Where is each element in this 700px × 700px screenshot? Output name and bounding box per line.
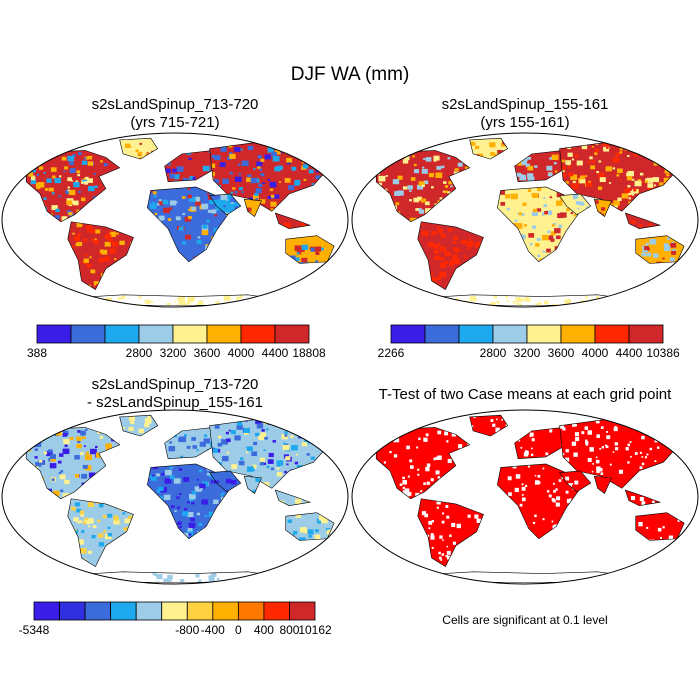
colorbar-tick-label: -400 bbox=[200, 623, 225, 637]
panel-2-title: s2sLandSpinup_155-161 (yrs 155-161) bbox=[380, 96, 670, 132]
panel-4-title: T-Test of two Case means at each grid po… bbox=[350, 386, 700, 404]
colorbar-swatch bbox=[206, 324, 242, 344]
colorbar-panel-1 bbox=[36, 324, 310, 344]
colorbar-swatch bbox=[492, 324, 528, 344]
panel-1-title-line1: s2sLandSpinup_713-720 bbox=[91, 96, 259, 113]
colorbar-tick-label: 388 bbox=[26, 346, 48, 360]
panel-1-title-line2: (yrs 715-721) bbox=[130, 114, 220, 131]
colorbar-tick-label: 400 bbox=[253, 623, 274, 637]
colorbar-tick-label: -5348 bbox=[18, 623, 50, 637]
figure-title: DJF WA (mm) bbox=[290, 64, 410, 85]
colorbar-swatch bbox=[526, 324, 562, 344]
colorbar-swatch bbox=[274, 324, 310, 344]
panel-2-title-line1: s2sLandSpinup_155-161 bbox=[441, 96, 609, 113]
colorbar-swatch bbox=[135, 601, 163, 621]
map-border bbox=[351, 132, 699, 308]
colorbar-tick-label: 2266 bbox=[377, 346, 405, 360]
colorbar-swatch bbox=[59, 601, 86, 621]
colorbar-swatch bbox=[36, 324, 72, 344]
colorbar-swatch bbox=[240, 324, 276, 344]
colorbar-swatch bbox=[110, 601, 137, 621]
map-border bbox=[1, 132, 349, 308]
land-greenland bbox=[119, 415, 158, 437]
colorbar-swatch bbox=[104, 324, 140, 344]
colorbar-swatch bbox=[161, 601, 188, 621]
colorbar-swatch bbox=[424, 324, 460, 344]
colorbar-tick-label: 18808 bbox=[292, 346, 326, 360]
colorbar-tick-label: -800 bbox=[175, 623, 200, 637]
colorbar-swatch bbox=[458, 324, 494, 344]
colorbar-tick-label: 3600 bbox=[547, 346, 575, 360]
colorbar-swatch bbox=[289, 601, 316, 621]
map-panel-4 bbox=[351, 409, 699, 585]
panel-3-title-line1: s2sLandSpinup_713-720 bbox=[91, 376, 259, 393]
colorbar-tick-label: 4000 bbox=[581, 346, 609, 360]
colorbar-tick-label: 0 bbox=[235, 623, 242, 637]
colorbar-tick-label: 3200 bbox=[159, 346, 187, 360]
colorbar-swatch bbox=[628, 324, 664, 344]
map-panel-2 bbox=[351, 132, 699, 308]
map-panel-1 bbox=[1, 132, 349, 308]
colorbar-swatch bbox=[212, 601, 239, 621]
colorbar-swatch bbox=[70, 324, 106, 344]
colorbar-swatch bbox=[594, 324, 630, 344]
colorbar-panel-2 bbox=[390, 324, 664, 344]
colorbar-tick-label: 4000 bbox=[227, 346, 255, 360]
map-panel-3 bbox=[1, 409, 349, 585]
colorbar-tick-label: 3200 bbox=[513, 346, 541, 360]
panel-3-title: s2sLandSpinup_713-720 - s2sLandSpinup_15… bbox=[20, 376, 330, 412]
panel-1-title: s2sLandSpinup_713-720 (yrs 715-721) bbox=[30, 96, 320, 132]
map-border bbox=[1, 409, 349, 585]
panel-3-title-line2: - s2sLandSpinup_155-161 bbox=[87, 394, 263, 411]
colorbar-tick-label: 4400 bbox=[615, 346, 643, 360]
colorbar-swatch bbox=[560, 324, 596, 344]
panel-2-title-line2: (yrs 155-161) bbox=[480, 114, 570, 131]
colorbar-panel-3 bbox=[33, 601, 316, 621]
colorbar-tick-label: 2800 bbox=[125, 346, 153, 360]
colorbar-tick-label: 800 bbox=[279, 623, 300, 637]
land-antarctica bbox=[414, 571, 636, 583]
colorbar-swatch bbox=[237, 601, 265, 621]
colorbar-swatch bbox=[390, 324, 426, 344]
colorbar-swatch bbox=[263, 601, 290, 621]
panel-4-title-line1: T-Test of two Case means at each grid po… bbox=[378, 386, 672, 403]
colorbar-swatch bbox=[172, 324, 208, 344]
colorbar-tick-label: 10386 bbox=[646, 346, 680, 360]
colorbar-swatch bbox=[33, 601, 60, 621]
colorbar-swatch bbox=[138, 324, 174, 344]
colorbar-tick-label: 10162 bbox=[298, 623, 332, 637]
colorbar-tick-label: 4400 bbox=[261, 346, 289, 360]
significance-note: Cells are significant at 0.1 level bbox=[442, 613, 608, 627]
colorbar-tick-label: 3600 bbox=[193, 346, 221, 360]
colorbar-swatch bbox=[186, 601, 214, 621]
colorbar-tick-label: 2800 bbox=[479, 346, 507, 360]
map-border bbox=[351, 409, 699, 585]
land-greenland bbox=[469, 415, 508, 437]
colorbar-swatch bbox=[84, 601, 112, 621]
